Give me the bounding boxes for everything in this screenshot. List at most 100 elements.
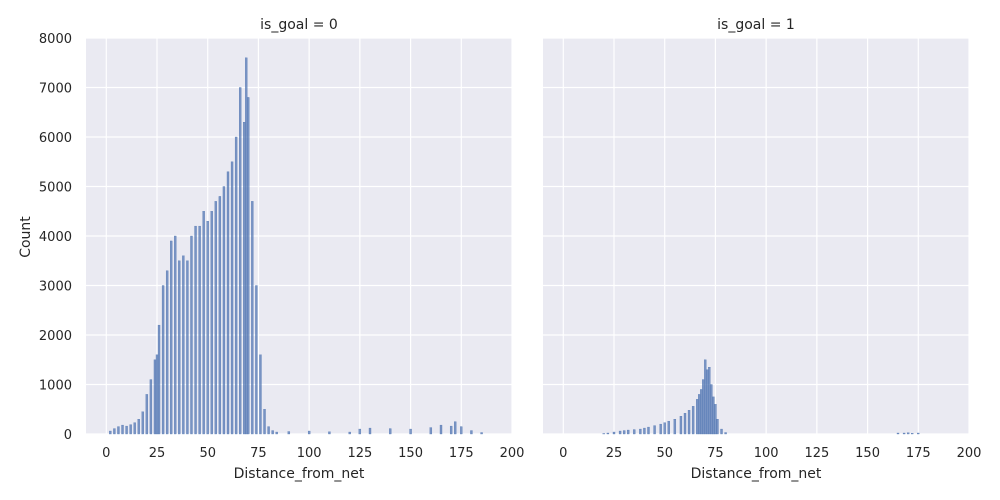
histogram-bar: [627, 429, 630, 435]
y-tick-label: 7000: [39, 82, 72, 97]
x-tick-label: 0: [102, 446, 110, 461]
histogram-bar: [202, 211, 205, 435]
histogram-bar: [149, 379, 153, 435]
histogram-bar: [165, 270, 169, 435]
x-tick-label: 200: [500, 446, 525, 461]
histogram-bar: [911, 433, 914, 435]
histogram-bar: [198, 225, 201, 435]
histogram-bar: [460, 426, 463, 435]
x-tick-label: 50: [656, 446, 673, 461]
facet-panel-1: 0 25 50 75 100 125 150 175 200 is_goal = 1 Distanc…: [543, 17, 981, 482]
histogram-bar: [720, 428, 723, 435]
y-tick-label: 3000: [39, 280, 72, 295]
histogram-bar: [133, 422, 136, 435]
facet-title: is_goal = 1: [717, 17, 795, 33]
histogram-bar: [906, 432, 910, 435]
histogram-bar: [145, 394, 149, 435]
histogram-bar: [271, 430, 274, 435]
histogram-bar: [214, 201, 217, 435]
histogram-bar: [113, 428, 116, 435]
x-tick-labels: 0 25 50 75 100 125 150 175 200: [102, 446, 524, 461]
histogram-bar: [129, 424, 132, 435]
histogram-bar: [137, 418, 140, 435]
histogram-bar: [710, 384, 713, 435]
y-axis-label: Count: [18, 216, 34, 258]
histogram-bar: [673, 418, 677, 435]
histogram-bar: [724, 432, 727, 435]
y-tick-label: 4000: [39, 230, 72, 245]
histogram-bar: [174, 235, 177, 435]
histogram-bar: [348, 431, 351, 435]
histogram-bar: [194, 225, 197, 435]
y-tick-labels: 0 1000 2000 3000 4000 5000 6000 7000 8000: [39, 32, 72, 443]
histogram-bar: [178, 260, 181, 435]
histogram-bar: [702, 379, 705, 435]
histogram-bars: [602, 359, 920, 435]
histogram-bar: [247, 97, 250, 435]
x-tick-label: 75: [707, 446, 724, 461]
histogram-bar: [687, 410, 691, 435]
histogram-bar: [234, 136, 238, 435]
histogram-bar: [663, 422, 666, 435]
histogram-bar: [210, 211, 213, 435]
histogram-bar: [667, 420, 670, 435]
histogram-bar: [141, 411, 144, 435]
histogram-bar: [190, 235, 193, 435]
histogram-bar: [259, 354, 262, 435]
histogram-bar: [182, 255, 185, 435]
histogram-bar: [230, 161, 234, 435]
x-tick-label: 0: [559, 446, 567, 461]
y-tick-label: 0: [64, 428, 72, 443]
histogram-bar: [206, 220, 209, 435]
x-tick-label: 125: [804, 446, 829, 461]
histogram-bar: [679, 416, 683, 435]
histogram-bar: [243, 122, 246, 435]
x-tick-label: 175: [906, 446, 931, 461]
histogram-bar: [251, 201, 254, 435]
histogram-bar: [708, 367, 711, 435]
y-tick-label: 1000: [39, 379, 72, 394]
x-tick-label: 125: [347, 446, 372, 461]
x-tick-label: 150: [855, 446, 880, 461]
histogram-bar: [161, 285, 165, 435]
histogram-bar: [633, 429, 636, 435]
y-tick-label: 8000: [39, 32, 72, 47]
histogram-bar: [121, 424, 124, 435]
histogram-bar: [328, 431, 331, 435]
histogram-bar: [917, 432, 920, 435]
histogram-bar: [716, 418, 719, 435]
facet-panels: 0 25 50 75 100 125 150 175 200010002000300040005…: [18, 17, 981, 482]
x-tick-label: 75: [250, 446, 267, 461]
histogram-bar: [307, 430, 311, 435]
histogram-bar: [449, 425, 453, 435]
histogram-bar: [389, 428, 392, 435]
x-tick-label: 25: [606, 446, 623, 461]
histogram-bar: [700, 389, 703, 435]
histogram-bar: [612, 431, 616, 435]
histogram-bar: [368, 427, 372, 435]
histogram-bar: [186, 260, 189, 435]
x-tick-label: 100: [754, 446, 779, 461]
facet-title: is_goal = 0: [260, 17, 338, 33]
histogram-bars: [109, 57, 483, 435]
histogram-bar: [439, 424, 443, 435]
histogram-bar: [647, 426, 650, 435]
histogram-bar: [358, 428, 362, 435]
histogram-bar: [117, 426, 120, 435]
histogram-bar: [696, 399, 699, 435]
histogram-bar: [287, 431, 291, 435]
histogram-bar: [275, 431, 278, 435]
histogram-bar: [470, 430, 473, 435]
x-axis-label: Distance_from_net: [234, 466, 365, 482]
histogram-bar: [643, 427, 646, 435]
histogram-bar: [698, 394, 701, 435]
histogram-bar: [691, 406, 695, 435]
histogram-bar: [222, 186, 226, 435]
x-tick-label: 100: [297, 446, 322, 461]
x-tick-labels: 0 25 50 75 100 125 150 175 200: [559, 446, 981, 461]
facet-panel-0: 0 25 50 75 100 125 150 175 200010002000300040005…: [18, 17, 524, 482]
histogram-bar: [157, 324, 161, 435]
x-tick-label: 200: [957, 446, 982, 461]
histogram-bar: [218, 196, 222, 435]
